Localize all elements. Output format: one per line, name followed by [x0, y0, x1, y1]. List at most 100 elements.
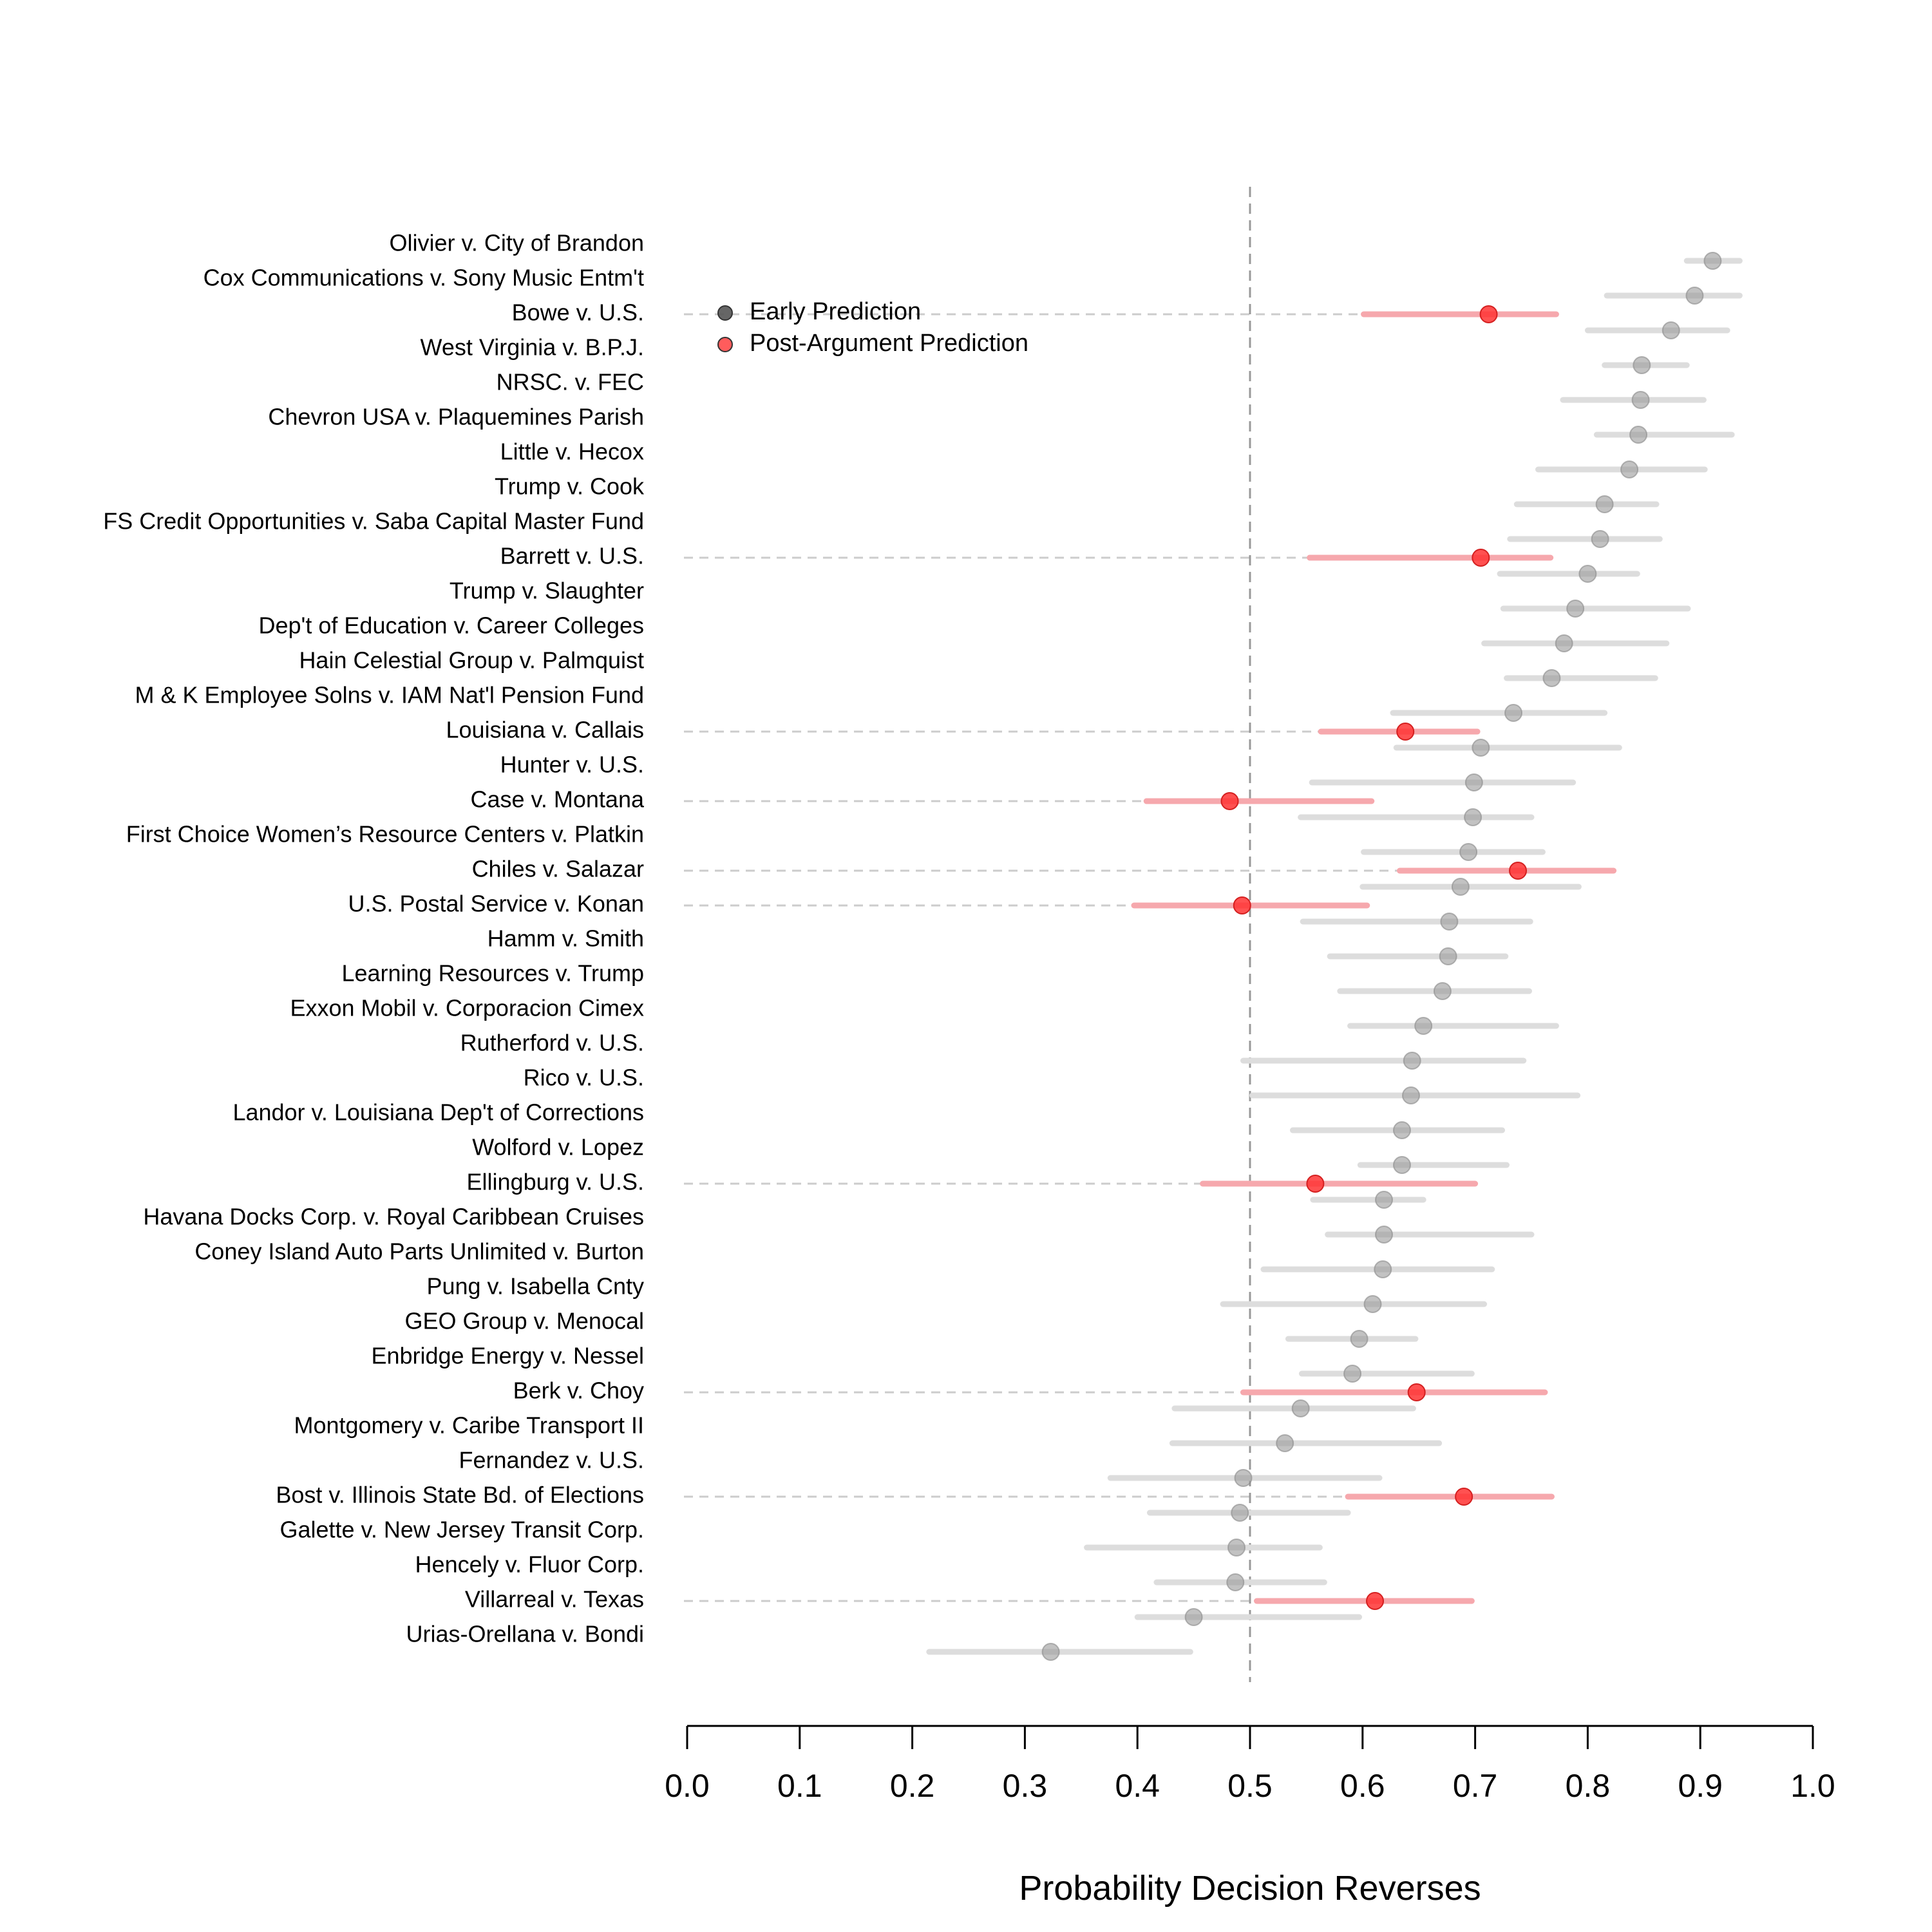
early-point [1464, 808, 1482, 826]
post-point [1366, 1592, 1385, 1610]
case-label: Berk v. Choy [513, 1378, 644, 1404]
post-point [1396, 723, 1415, 741]
case-label: Enbridge Energy v. Nessel [371, 1343, 644, 1369]
case-label: Fernandez v. U.S. [459, 1447, 644, 1473]
early-point [1631, 391, 1650, 409]
case-label: Exxon Mobil v. Corporacion Cimex [290, 995, 644, 1021]
early-point [1276, 1434, 1294, 1452]
early-point [1226, 1573, 1245, 1591]
x-tick-label: 0.7 [1453, 1768, 1498, 1804]
early-prediction-points [1041, 252, 1722, 1661]
case-label: Barrett v. U.S. [500, 543, 644, 569]
early-interval-bars [926, 258, 1743, 1655]
x-tick-label: 0.1 [777, 1768, 822, 1804]
post-interval-bars [1131, 311, 1617, 1604]
case-label: Havana Docks Corp. v. Royal Caribbean Cr… [143, 1204, 644, 1230]
x-tick-label: 0.6 [1340, 1768, 1385, 1804]
x-tick-label: 0.5 [1227, 1768, 1273, 1804]
case-label: Hamm v. Smith [488, 925, 644, 952]
case-label: Little v. Hecox [500, 439, 644, 465]
case-label: GEO Group v. Menocal [405, 1308, 644, 1334]
early-point [1401, 1086, 1420, 1104]
case-label: Bost v. Illinois State Bd. of Elections [276, 1482, 644, 1508]
case-label: Pung v. Isabella Cnty [426, 1273, 644, 1300]
post-point [1306, 1175, 1325, 1193]
early-point [1439, 947, 1457, 965]
early-point [1350, 1330, 1368, 1348]
post-point [1233, 896, 1251, 914]
case-label: Hunter v. U.S. [500, 752, 644, 778]
x-tick-label: 0.2 [890, 1768, 935, 1804]
case-label: Chiles v. Salazar [472, 856, 644, 882]
early-point [1363, 1295, 1382, 1313]
case-label: NRSC. v. FEC [497, 369, 644, 395]
post-prediction-points [1220, 305, 1528, 1610]
case-label: Wolford v. Lopez [472, 1134, 644, 1160]
case-label: First Choice Women’s Resource Centers v.… [126, 821, 644, 848]
case-label: West Virginia v. B.P.J. [421, 334, 644, 361]
case-label: Villarreal v. Texas [465, 1586, 644, 1613]
case-label: Olivier v. City of Brandon [390, 230, 644, 256]
early-point [1629, 426, 1648, 444]
early-point [1472, 739, 1490, 757]
x-tick-label: 0.9 [1678, 1768, 1723, 1804]
x-axis-title: Probability Decision Reverses [1019, 1869, 1481, 1908]
x-tick-label: 0.8 [1566, 1768, 1611, 1804]
x-axis: 0.0 0.1 0.2 0.3 0.4 0.5 0.6 0.7 0.8 0.9 1.0 Probab… [665, 1725, 1835, 1908]
early-point [1504, 704, 1523, 722]
case-label: Rutherford v. U.S. [460, 1030, 644, 1056]
early-point [1464, 773, 1483, 791]
early-point [1403, 1052, 1421, 1070]
early-point [1375, 1226, 1394, 1244]
early-point [1595, 495, 1614, 513]
case-label: Ellingburg v. U.S. [467, 1169, 644, 1195]
early-point [1231, 1504, 1249, 1522]
x-axis-ticks: 0.0 0.1 0.2 0.3 0.4 0.5 0.6 0.7 0.8 0.9 1.0 [665, 1726, 1835, 1804]
case-label: Coney Island Auto Parts Unlimited v. Bur… [194, 1238, 644, 1265]
legend: Early Prediction Post-Argument Predictio… [717, 298, 1028, 357]
case-label: Urias-Orellana v. Bondi [406, 1621, 644, 1647]
early-point [1703, 252, 1722, 270]
post-point [1472, 549, 1490, 567]
case-label: M & K Employee Solns v. IAM Nat'l Pensio… [135, 682, 644, 708]
early-point [1566, 600, 1585, 618]
case-label: Montgomery v. Caribe Transport II [294, 1412, 644, 1439]
post-point [1509, 862, 1528, 880]
case-label: Dep't of Education v. Career Colleges [258, 612, 644, 639]
early-point [1375, 1191, 1394, 1209]
case-label: Learning Resources v. Trump [341, 960, 644, 987]
x-tick-label: 0.4 [1115, 1768, 1160, 1804]
early-point [1041, 1643, 1060, 1661]
early-point [1440, 913, 1459, 931]
early-point [1433, 982, 1452, 1000]
post-point [1220, 792, 1239, 810]
early-point [1542, 669, 1561, 687]
early-point [1234, 1469, 1253, 1487]
legend-label-early: Early Prediction [750, 298, 921, 325]
case-label: Bowe v. U.S. [512, 299, 644, 326]
early-point [1685, 287, 1704, 305]
early-point [1578, 565, 1597, 583]
case-label: Hain Celestial Group v. Palmquist [299, 647, 644, 674]
early-point [1392, 1121, 1411, 1139]
early-point [1414, 1017, 1433, 1035]
early-point [1291, 1399, 1310, 1417]
case-label: Landor v. Louisiana Dep't of Corrections [232, 1099, 644, 1126]
case-label: Trump v. Slaughter [450, 578, 644, 604]
case-label: Chevron USA v. Plaquemines Parish [268, 404, 644, 430]
case-label: U.S. Postal Service v. Konan [348, 891, 644, 917]
early-point [1633, 356, 1651, 374]
case-label: Rico v. U.S. [524, 1065, 644, 1091]
early-point [1591, 530, 1609, 548]
early-point [1459, 843, 1478, 861]
early-point [1374, 1260, 1392, 1278]
early-point [1555, 634, 1573, 652]
early-point [1343, 1365, 1362, 1383]
case-label: Galette v. New Jersey Transit Corp. [279, 1517, 644, 1543]
early-point [1662, 321, 1680, 339]
case-guide-lines [684, 313, 1400, 1602]
case-labels: Olivier v. City of Brandon Cox Communicat… [103, 230, 645, 1647]
case-label: Louisiana v. Callais [446, 717, 645, 743]
legend-marker-post [717, 337, 733, 352]
